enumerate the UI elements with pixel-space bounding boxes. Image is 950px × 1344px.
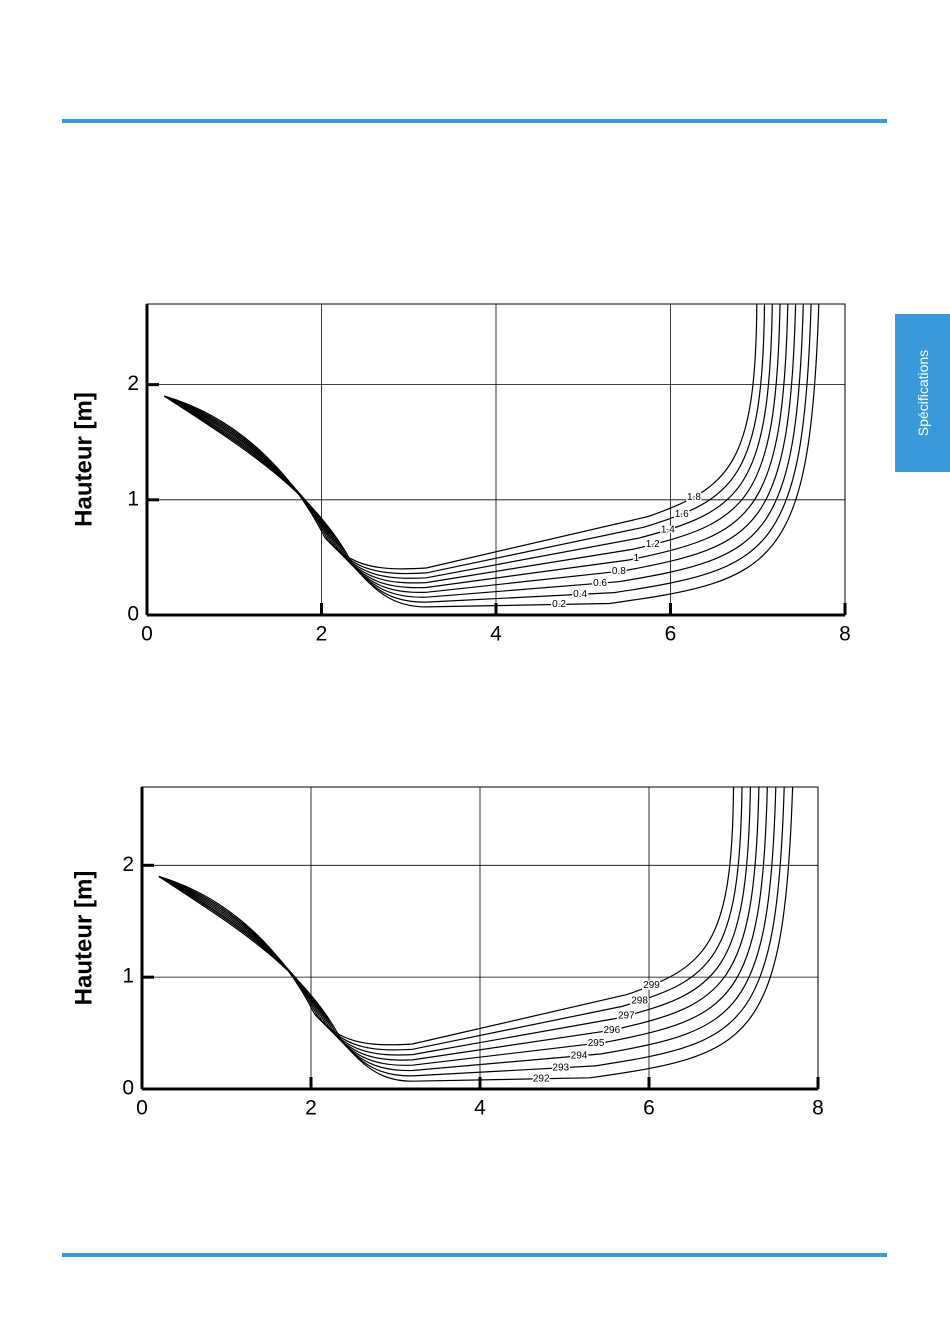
contour-label: 1.4 bbox=[661, 525, 675, 536]
contour-label: 0.4 bbox=[573, 589, 587, 600]
contour-line bbox=[164, 303, 758, 570]
section-tab: Spécifications bbox=[895, 314, 950, 472]
x-tick-label: 8 bbox=[839, 623, 851, 646]
contour-line bbox=[164, 303, 766, 575]
x-tick-label: 2 bbox=[305, 1097, 317, 1120]
contour-line bbox=[164, 303, 804, 598]
contour-line bbox=[164, 303, 773, 579]
contour-line bbox=[164, 303, 797, 594]
contour-line bbox=[158, 786, 768, 1066]
contour-label: 0.8 bbox=[612, 566, 626, 577]
x-tick-label: 4 bbox=[490, 623, 502, 646]
contour-line bbox=[158, 786, 751, 1056]
contour-line bbox=[158, 786, 760, 1061]
contour-line bbox=[158, 786, 743, 1051]
contour-line bbox=[158, 786, 794, 1082]
contour-label: 294 bbox=[571, 1051, 588, 1062]
contour-label: 297 bbox=[618, 1010, 635, 1021]
contour-label: 293 bbox=[552, 1062, 569, 1073]
x-tick-label: 6 bbox=[643, 1097, 655, 1120]
y-tick-label: 1 bbox=[122, 965, 134, 988]
x-tick-label: 2 bbox=[316, 623, 328, 646]
x-tick-label: 0 bbox=[141, 623, 153, 646]
y-tick-label: 2 bbox=[122, 853, 134, 876]
x-tick-label: 8 bbox=[812, 1097, 824, 1120]
contour-line bbox=[158, 786, 785, 1077]
contour-label: 296 bbox=[603, 1025, 620, 1036]
x-tick-label: 0 bbox=[136, 1097, 148, 1120]
contour-label: 1 bbox=[634, 553, 640, 564]
y-tick-label: 1 bbox=[127, 487, 139, 510]
contour-line bbox=[158, 786, 777, 1072]
contour-label: 1.8 bbox=[687, 492, 701, 503]
contour-label: 299 bbox=[643, 980, 660, 991]
x-tick-label: 4 bbox=[474, 1097, 486, 1120]
y-axis-title: Hauteur [m] bbox=[70, 871, 97, 1006]
contour-label: 295 bbox=[588, 1038, 605, 1049]
contour-line bbox=[164, 303, 781, 584]
bottom-rule bbox=[62, 1253, 887, 1257]
contour-label: 0.2 bbox=[552, 599, 566, 610]
top-rule bbox=[62, 119, 887, 123]
contour-label: 1.2 bbox=[646, 539, 660, 550]
contour-line bbox=[164, 303, 820, 608]
contour-label: 298 bbox=[631, 996, 648, 1007]
contour-label: 0.6 bbox=[593, 578, 607, 589]
contour-line bbox=[164, 303, 812, 603]
contour-line bbox=[158, 786, 735, 1046]
y-axis-title: Hauteur [m] bbox=[70, 392, 97, 527]
y-tick-label: 0 bbox=[127, 603, 139, 626]
contour-label: 1.6 bbox=[675, 509, 689, 520]
contour-line bbox=[164, 303, 789, 589]
contour-label: 292 bbox=[533, 1073, 550, 1084]
y-tick-label: 0 bbox=[122, 1077, 134, 1100]
y-tick-label: 2 bbox=[127, 372, 139, 395]
x-tick-label: 6 bbox=[665, 623, 677, 646]
